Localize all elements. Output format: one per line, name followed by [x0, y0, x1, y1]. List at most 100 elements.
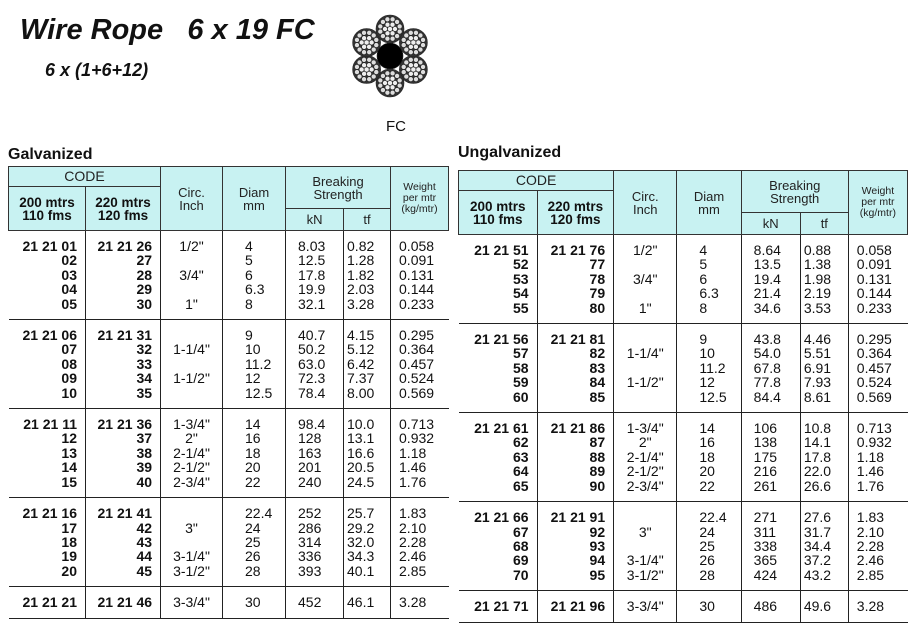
weight-cell: 0.932 — [847, 435, 908, 450]
code-200m-cell: 15 — [61, 473, 77, 490]
wire — [366, 57, 373, 63]
breaking-tf-cell: 1.98 — [799, 271, 849, 286]
wire — [354, 69, 360, 75]
code-220m-cell: 77 — [536, 257, 614, 272]
code-200m-cell: 21 21 01 — [22, 238, 78, 254]
wire — [361, 71, 367, 77]
breaking-kn-cell: 43.8 — [740, 332, 801, 346]
breaking-kn-cell: 261 — [740, 478, 801, 493]
wire — [366, 49, 373, 55]
wire — [380, 19, 386, 25]
circumference-cell: 3/4" — [160, 267, 223, 282]
table-row: 15 40 2-3/4" 22 240 24.5 1.76 — [9, 473, 449, 490]
wire — [361, 35, 367, 41]
code-200m-cell: 60 — [512, 388, 529, 405]
code-220m-cell: 21 21 76 — [536, 243, 614, 257]
code-200m-cell: 69 — [512, 552, 529, 569]
code-220m-cell: 83 — [536, 360, 614, 375]
diameter-cell: 20 — [222, 460, 286, 475]
breaking-tf-cell: 7.37 — [343, 371, 391, 386]
wire — [392, 26, 398, 32]
weight-cell: 0.233 — [847, 300, 908, 315]
galvanized-table: CODE Circ. Inch Diam mm Breaking Strength Weigh… — [7, 166, 450, 619]
wire — [384, 84, 391, 91]
weight-cell: 3.28 — [390, 595, 449, 610]
circumference-cell: 3-3/4" — [160, 595, 223, 610]
wire — [354, 64, 360, 70]
circumference-cell — [160, 328, 223, 343]
breaking-tf-cell: 1.28 — [343, 253, 391, 268]
group-spacer — [8, 311, 449, 321]
group-spacer — [9, 408, 449, 418]
breaking-tf-cell: 49.6 — [799, 599, 849, 614]
wire — [403, 46, 410, 53]
code-200m-cell: 62 — [512, 434, 529, 451]
wire — [408, 35, 414, 41]
code-200m-cell: 21 21 66 — [474, 509, 529, 526]
breaking-kn-cell: 138 — [740, 435, 801, 450]
breaking-tf-cell: 24.5 — [343, 474, 391, 489]
breaking-tf-cell: 22.0 — [799, 464, 849, 479]
wire — [384, 70, 391, 77]
code-220m-cell: 84 — [536, 375, 614, 390]
wire — [377, 82, 384, 89]
table-row: 53 78 3/4" 6 19.4 1.98 0.131 — [459, 271, 908, 286]
code-220m-cell: 28 — [84, 267, 161, 282]
table-row: 62 87 2" 16 138 14.1 0.932 — [459, 434, 908, 451]
breaking-kn-cell: 452 — [285, 595, 344, 610]
wire — [356, 32, 363, 39]
diameter-cell: 6.3 — [222, 282, 286, 297]
weight-cell: 0.058 — [390, 239, 449, 253]
breaking-tf-cell: 4.46 — [799, 332, 849, 346]
code-220m-cell: 37 — [84, 431, 161, 446]
table-row: 21 21 61 21 21 86 1-3/4" 14 106 10.8 0.713 — [459, 421, 908, 435]
breaking-kn-cell: 106 — [740, 421, 801, 435]
breaking-tf-cell: 6.42 — [343, 356, 391, 371]
wire — [373, 42, 380, 48]
group-spacer — [8, 489, 449, 499]
code-220m-cell: 94 — [536, 553, 614, 568]
wire — [358, 39, 365, 46]
wire — [384, 35, 391, 42]
table-row: 68 93 25 338 34.4 2.28 — [459, 538, 908, 553]
breaking-tf-cell: 20.5 — [343, 460, 391, 475]
wire — [405, 39, 412, 46]
wire — [417, 59, 424, 66]
breaking-strength-header: Breaking Strength — [285, 166, 392, 209]
breaking-kn-cell: 252 — [285, 506, 344, 521]
breaking-kn-cell: 98.4 — [285, 417, 344, 431]
code-200m-cell: 10 — [61, 384, 77, 401]
breaking-tf-cell: 3.28 — [343, 296, 391, 311]
weight-cell: 2.10 — [390, 520, 449, 535]
circumference-cell: 2" — [160, 431, 223, 446]
table-row: 21 21 56 21 21 81 9 43.8 4.46 0.295 — [459, 332, 908, 346]
breaking-tf-cell: 29.2 — [343, 520, 391, 535]
diameter-cell: 22.4 — [676, 510, 742, 525]
code-200m-cell: 03 — [61, 266, 77, 283]
circumference-cell: 1/2" — [160, 239, 223, 253]
wire — [417, 73, 424, 80]
wire — [413, 57, 419, 63]
diameter-cell: 10 — [676, 346, 742, 361]
weight-cell: 0.524 — [847, 375, 908, 390]
table-row: 21 21 71 21 21 96 3-3/4" 30 486 49.6 3.28 — [459, 599, 908, 614]
breaking-tf-cell: 26.6 — [799, 478, 849, 493]
diameter-cell: 5 — [676, 257, 742, 272]
breaking-tf-cell: 32.0 — [343, 534, 391, 549]
group-spacer — [459, 501, 908, 511]
wire — [394, 33, 400, 39]
code-220m-cell: 79 — [536, 286, 614, 301]
code-220m-cell: 21 21 41 — [84, 506, 161, 521]
group-spacer — [459, 234, 908, 243]
breaking-kn-cell: 8.03 — [285, 239, 344, 253]
weight-cell: 0.364 — [847, 346, 908, 361]
breaking-tf-cell: 31.7 — [799, 524, 849, 539]
code-220m-cell: 87 — [536, 435, 614, 450]
code-header: CODE — [7, 166, 162, 187]
breaking-kn-cell: 72.3 — [285, 371, 344, 386]
wire — [377, 77, 384, 84]
circumference-cell: 2-1/2" — [160, 460, 223, 475]
wire — [361, 49, 367, 55]
diameter-cell: 22 — [222, 474, 286, 489]
code-200m-cell: 20 — [61, 562, 77, 579]
